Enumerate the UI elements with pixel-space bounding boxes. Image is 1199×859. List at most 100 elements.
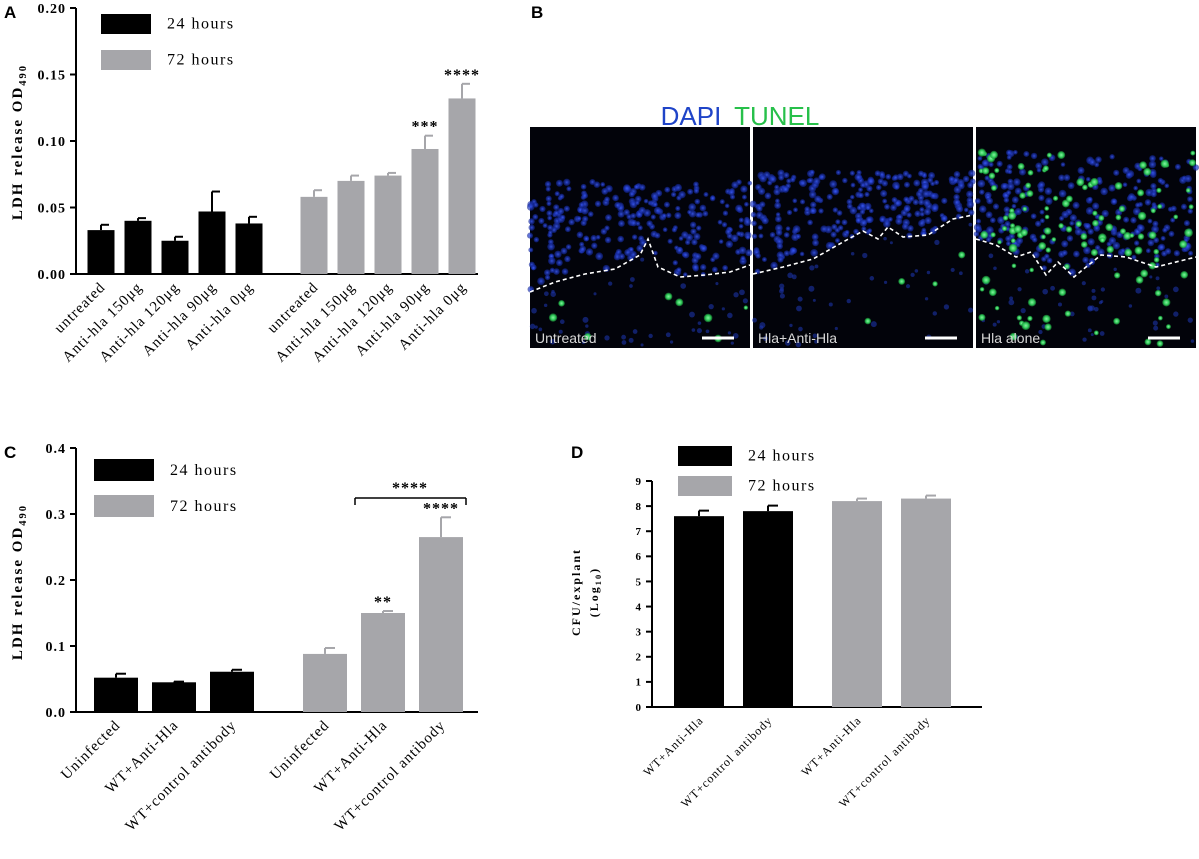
nucleus: [812, 177, 821, 185]
nucleus: [1003, 206, 1011, 213]
nucleus: [674, 183, 682, 192]
nucleus: [708, 303, 714, 310]
tunel-cell: [1188, 159, 1196, 167]
nucleus: [614, 201, 621, 209]
nucleus: [850, 251, 855, 256]
nucleus: [1137, 224, 1145, 232]
nucleus: [719, 199, 725, 205]
tunel-cell: [1184, 228, 1193, 238]
nucleus: [730, 341, 734, 345]
nucleus: [1020, 307, 1026, 314]
nucleus: [919, 207, 925, 213]
nucleus: [919, 211, 925, 217]
nucleus: [544, 269, 551, 276]
tunel-cell: [1019, 192, 1026, 199]
category-label: WT+Anti-Hla: [640, 713, 706, 779]
nucleus: [745, 234, 751, 240]
nucleus: [783, 250, 790, 257]
tunel-cell: [1190, 150, 1196, 156]
nucleus: [1004, 220, 1011, 228]
bar: [901, 498, 951, 707]
nucleus: [749, 200, 757, 208]
nucleus: [1094, 306, 1099, 312]
nucleus: [992, 322, 997, 327]
nucleus: [694, 198, 701, 205]
micrograph-images: Untreated Hla+Anti-Hla Hla alone: [526, 127, 1199, 348]
nucleus: [860, 182, 866, 188]
legend-swatch: [94, 459, 154, 481]
nucleus: [1145, 248, 1151, 254]
y-tick-label: 7: [636, 526, 643, 538]
nucleus: [977, 179, 986, 188]
nucleus: [996, 160, 1003, 167]
nucleus: [693, 233, 701, 241]
nucleus: [818, 173, 826, 181]
nucleus: [533, 236, 540, 243]
nucleus: [1149, 155, 1156, 162]
bar: [303, 653, 347, 712]
nucleus: [604, 225, 610, 231]
nucleus: [910, 272, 915, 277]
nucleus: [779, 287, 785, 292]
nucleus: [846, 198, 853, 205]
tunel-cell: [994, 305, 1000, 311]
nucleus: [738, 246, 747, 255]
nucleus: [903, 205, 911, 213]
tunel-cell: [1016, 315, 1023, 321]
nucleus: [918, 170, 924, 177]
nucleus: [1003, 197, 1010, 203]
nucleus: [694, 253, 702, 260]
nucleus: [1091, 295, 1097, 301]
nucleus: [1006, 182, 1015, 191]
nucleus: [791, 274, 797, 280]
nucleus: [722, 264, 729, 271]
nucleus: [1066, 235, 1074, 242]
nucleus: [853, 228, 859, 235]
nucleus: [653, 250, 658, 256]
nucleus: [968, 209, 975, 216]
nucleus: [582, 215, 589, 223]
y-tick-label: 9: [636, 476, 643, 488]
nucleus: [962, 175, 970, 183]
nucleus: [1016, 237, 1024, 245]
nucleus: [661, 213, 667, 219]
nucleus: [1006, 154, 1012, 160]
nucleus: [1108, 237, 1117, 245]
nucleus: [727, 312, 733, 319]
tunel-cell: [1010, 238, 1016, 244]
nucleus: [740, 255, 746, 262]
nucleus: [1132, 207, 1141, 216]
nucleus: [1030, 213, 1037, 220]
nucleus: [926, 270, 931, 275]
nucleus: [629, 250, 637, 258]
nucleus: [953, 198, 961, 206]
nucleus: [728, 189, 735, 196]
nucleus: [745, 249, 753, 257]
micrograph-background: [753, 127, 973, 348]
nucleus: [1039, 209, 1045, 215]
nucleus: [820, 225, 828, 233]
tunel-cell: [548, 313, 558, 322]
nucleus: [814, 339, 819, 344]
nucleus: [835, 169, 842, 176]
nucleus: [1061, 240, 1069, 248]
nucleus: [789, 323, 793, 328]
tunel-cell: [1137, 211, 1147, 221]
nucleus: [941, 197, 948, 204]
nucleus: [918, 199, 925, 206]
tunel-cell: [1008, 243, 1018, 253]
nucleus: [896, 173, 904, 181]
nucleus: [615, 248, 622, 255]
tunel-cell: [864, 317, 872, 325]
nucleus: [600, 182, 606, 187]
nucleus: [1122, 166, 1130, 174]
y-axis-label: LDH release OD490: [10, 64, 29, 220]
nucleus: [591, 242, 598, 249]
nucleus: [1122, 182, 1128, 188]
nucleus: [1158, 156, 1164, 161]
nucleus: [957, 182, 965, 190]
nucleus: [808, 285, 815, 292]
nucleus: [590, 234, 597, 242]
